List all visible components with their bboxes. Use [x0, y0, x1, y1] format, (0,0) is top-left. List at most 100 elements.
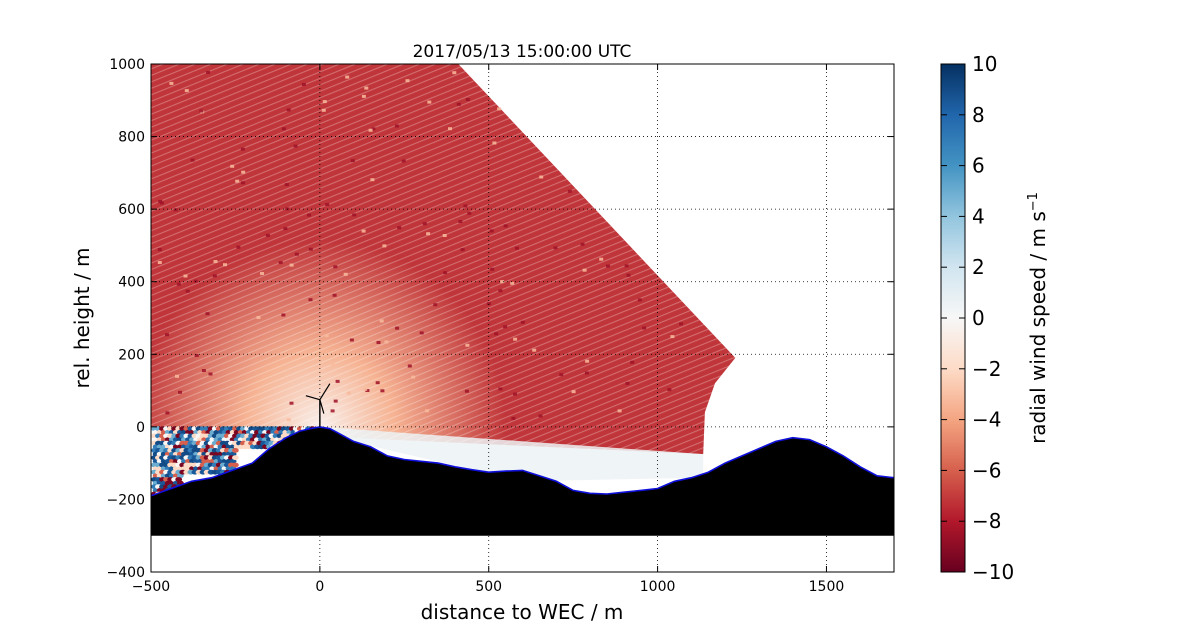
scan-speckle	[301, 83, 306, 86]
wind-turbine-icon	[305, 383, 331, 427]
scan-speckle	[667, 388, 672, 392]
y-tick-label: −400	[107, 565, 145, 581]
scan-speckle	[361, 94, 366, 98]
scan-speckle	[486, 302, 491, 306]
scan-speckle	[411, 375, 416, 379]
scan-speckle	[511, 416, 516, 420]
scan-speckle	[442, 234, 447, 237]
scan-speckle	[394, 124, 399, 128]
scan-speckle	[380, 389, 385, 393]
scan-speckle	[670, 335, 675, 339]
scan-speckle	[241, 170, 246, 174]
y-tick-label: 800	[118, 130, 145, 146]
scan-speckle	[514, 246, 519, 250]
y-tick-label: 200	[118, 347, 145, 363]
x-axis-ticks: −500 0 500 1000 1500	[132, 64, 844, 595]
scan-speckle	[626, 273, 631, 277]
scan-speckle	[510, 281, 515, 285]
scan-speckle	[165, 411, 170, 415]
scan-speckle	[278, 261, 283, 265]
scan-speckle	[281, 313, 286, 317]
scan-dot	[232, 462, 239, 468]
scan-speckle	[289, 401, 294, 405]
scan-speckle	[193, 279, 198, 283]
scan-speckle	[642, 326, 647, 330]
scan-speckle	[582, 268, 587, 272]
scan-speckle	[379, 319, 384, 323]
scan-speckle	[286, 418, 291, 422]
y-tick-label: 600	[118, 202, 145, 218]
colorbar-tick-label: −10	[972, 560, 1014, 584]
y-tick-label: −200	[107, 492, 145, 508]
scan-rays	[151, 64, 736, 455]
x-tick-label: 0	[315, 579, 324, 595]
scan-speckle	[503, 224, 508, 228]
scan-speckle	[194, 354, 199, 357]
scan-speckle	[425, 409, 430, 413]
scan-speckle	[419, 331, 424, 335]
scan-speckle	[539, 175, 544, 179]
scan-speckle	[637, 298, 642, 302]
scan-speckle	[427, 100, 432, 104]
scan-speckle	[498, 289, 503, 293]
scan-speckle	[503, 325, 508, 329]
scan-speckle	[433, 303, 438, 307]
scan-speckle	[492, 141, 497, 145]
scan-speckle	[368, 128, 373, 132]
colorbar-ticks: −10 −8 −6 −4 −2 0 2 4 6 8 10	[941, 52, 1014, 584]
scan-speckle	[585, 359, 590, 363]
scan-speckle	[559, 373, 564, 377]
scan-speckle	[364, 86, 369, 90]
scan-speckle	[538, 414, 543, 418]
plot-area	[151, 64, 894, 572]
scan-speckle	[345, 75, 350, 79]
colorbar-tick-label: −4	[972, 408, 1001, 432]
scan-speckle	[307, 213, 312, 217]
scan-speckle	[567, 189, 572, 193]
scan-speckle	[223, 263, 227, 267]
scan-speckle	[395, 326, 400, 330]
scan-speckle	[286, 108, 291, 112]
colorbar: −10 −8 −6 −4 −2 0 2 4 6 8 10 radial wind speed / m…	[940, 52, 1050, 584]
y-axis-label: rel. height / m	[70, 247, 94, 388]
scan-speckle	[335, 379, 340, 383]
scan-speckle	[349, 338, 354, 342]
scan-speckle	[464, 389, 469, 393]
colorbar-tick-label: 4	[972, 204, 985, 228]
scan-speckle	[452, 71, 457, 75]
y-tick-label: 1000	[109, 57, 145, 73]
scan-speckle	[332, 293, 337, 297]
scan-speckle	[376, 341, 381, 344]
scan-speckle	[606, 264, 610, 268]
scan-speckle	[281, 127, 286, 131]
x-tick-label: 500	[475, 579, 502, 595]
scan-speckle	[256, 316, 261, 319]
colorbar-tick-label: −6	[972, 458, 1001, 482]
scan-speckle	[157, 248, 162, 252]
scan-dot	[229, 451, 237, 457]
scan-speckle	[490, 267, 495, 271]
y-axis-ticks: −400 −200 0 200 400 600 800 1000	[107, 57, 894, 581]
scan-speckle	[208, 372, 213, 376]
chart-title: 2017/05/13 15:00:00 UTC	[413, 42, 632, 62]
scan-speckle	[235, 179, 240, 183]
scan-speckle	[375, 381, 380, 385]
scan-speckle	[363, 387, 368, 391]
scan-speckles	[157, 70, 684, 422]
scan-dot	[232, 455, 239, 461]
x-tick-label: −500	[132, 579, 170, 595]
scan-speckle	[294, 252, 299, 256]
scan-speckle	[178, 390, 182, 394]
scan-speckle	[205, 312, 210, 316]
scan-speckle	[553, 246, 558, 250]
terrain-fill	[151, 426, 894, 536]
scan-speckle	[343, 272, 348, 276]
scan-speckle	[190, 158, 195, 162]
scan-speckle	[467, 211, 472, 215]
scan-speckle	[283, 227, 288, 231]
scan-dot	[232, 448, 239, 453]
scan-speckle	[494, 332, 499, 336]
scan-speckle	[265, 233, 270, 237]
scan-speckle	[401, 159, 406, 163]
